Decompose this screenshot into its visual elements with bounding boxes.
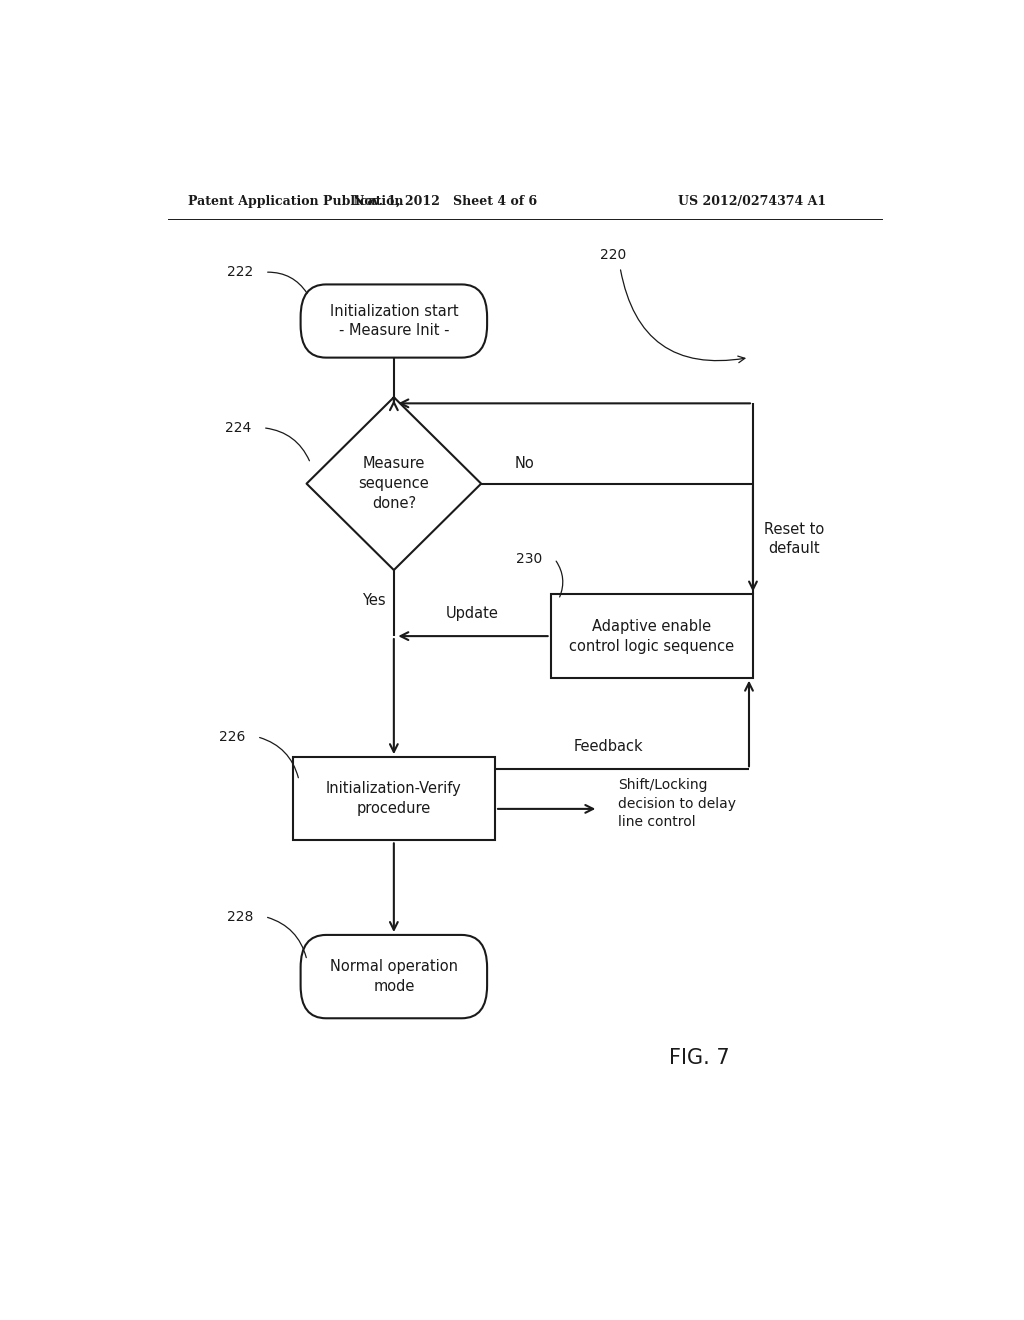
- Text: 230: 230: [516, 552, 543, 566]
- Text: Yes: Yes: [362, 593, 386, 609]
- Text: Feedback: Feedback: [573, 739, 643, 755]
- Text: Update: Update: [445, 606, 499, 622]
- Bar: [293, 758, 495, 841]
- Text: 220: 220: [600, 248, 627, 261]
- Text: Initialization-Verify
procedure: Initialization-Verify procedure: [326, 781, 462, 816]
- Text: No: No: [515, 455, 535, 471]
- Text: Reset to
default: Reset to default: [764, 521, 824, 557]
- Text: Measure
sequence
done?: Measure sequence done?: [358, 457, 429, 511]
- Text: Shift/Locking
decision to delay
line control: Shift/Locking decision to delay line con…: [618, 779, 736, 829]
- Text: 228: 228: [226, 909, 253, 924]
- Text: 224: 224: [224, 421, 251, 434]
- Text: FIG. 7: FIG. 7: [669, 1048, 730, 1068]
- Bar: [551, 594, 753, 677]
- Text: US 2012/0274374 A1: US 2012/0274374 A1: [678, 194, 826, 207]
- FancyBboxPatch shape: [301, 284, 487, 358]
- Text: 222: 222: [226, 265, 253, 280]
- Text: Patent Application Publication: Patent Application Publication: [187, 194, 403, 207]
- FancyBboxPatch shape: [301, 935, 487, 1018]
- Text: Adaptive enable
control logic sequence: Adaptive enable control logic sequence: [569, 619, 734, 653]
- Text: Initialization start
- Measure Init -: Initialization start - Measure Init -: [330, 304, 458, 338]
- Text: Normal operation
mode: Normal operation mode: [330, 960, 458, 994]
- Text: 226: 226: [219, 730, 245, 743]
- Text: Nov. 1, 2012   Sheet 4 of 6: Nov. 1, 2012 Sheet 4 of 6: [353, 194, 538, 207]
